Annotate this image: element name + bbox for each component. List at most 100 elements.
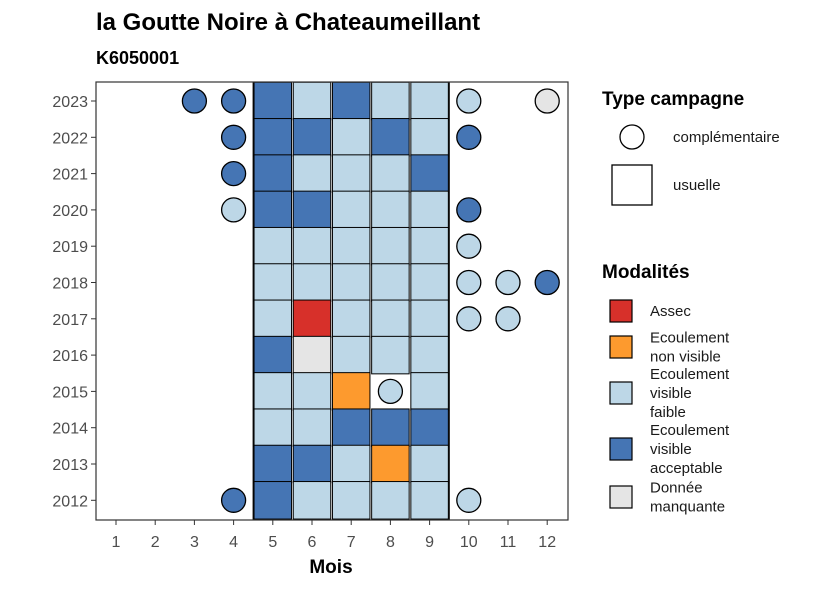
cell-2021-5 <box>253 154 293 193</box>
cell-2019-7 <box>331 226 371 266</box>
x-tick-label: 7 <box>347 534 356 551</box>
point-2021-4 <box>220 160 247 187</box>
cell-2019-6 <box>292 226 332 266</box>
cell-2014-8 <box>371 408 410 447</box>
point-2012-10 <box>456 487 482 513</box>
legend-label-donnee_manquante: manquante <box>650 499 725 516</box>
legend-label-ecoulement_visible_faible: faible <box>650 404 686 421</box>
cell-2014-5 <box>253 408 293 447</box>
y-tick-label: 2021 <box>52 167 88 184</box>
cell-2018-5 <box>253 263 293 302</box>
cell-2019-8 <box>371 226 410 266</box>
legend-label-ecoulement_visible_acceptable: Ecoulement <box>650 422 730 439</box>
cell-2013-6 <box>292 444 332 484</box>
legend-type-title: Type campagne <box>602 89 744 110</box>
legend-key-assec <box>609 299 633 323</box>
x-tick-label: 6 <box>308 534 317 551</box>
cell-2015-7 <box>331 372 371 411</box>
y-tick-label: 2022 <box>52 130 88 147</box>
cell-2014-7 <box>331 408 371 447</box>
cell-2020-6 <box>292 190 332 230</box>
y-tick-label: 2023 <box>52 94 88 111</box>
point-2015-8 <box>377 378 404 405</box>
cell-2012-5 <box>253 481 293 520</box>
plot-border <box>95 81 569 521</box>
legend-key-ecoulement_non_visible <box>609 335 633 359</box>
legend-label-ecoulement_visible_faible: Ecoulement <box>650 366 730 383</box>
legend-modalites-title: Modalités <box>602 262 690 283</box>
cell-2020-8 <box>371 190 410 230</box>
legend-label-ecoulement_non_visible: non visible <box>650 349 721 366</box>
cell-2015-6 <box>292 372 332 411</box>
legend-label-ecoulement_visible_acceptable: acceptable <box>650 460 723 477</box>
y-tick-label: 2012 <box>52 493 88 510</box>
point-2023-4 <box>220 88 247 114</box>
legend-label-ecoulement_non_visible: Ecoulement <box>650 330 730 347</box>
cell-2023-9 <box>410 81 449 121</box>
point-2018-11 <box>495 269 521 296</box>
point-2023-3 <box>181 88 208 114</box>
cell-2021-9 <box>410 154 449 193</box>
x-tick-label: 4 <box>229 534 238 551</box>
cell-2020-5 <box>253 190 293 230</box>
cell-2022-9 <box>410 118 449 157</box>
legend-label-assec: Assec <box>650 303 691 320</box>
y-axis: 2012 2013 2014 2015 2016 2017 2018 2019 2020 2021… <box>52 94 96 510</box>
point-2020-10 <box>456 197 482 223</box>
cell-2016-9 <box>410 335 449 375</box>
legend-key-ecoulement_visible_faible <box>609 381 633 405</box>
cell-2016-6 <box>292 335 332 375</box>
cell-2021-7 <box>331 154 371 193</box>
point-2017-10 <box>456 306 482 332</box>
y-tick-label: 2018 <box>52 276 88 293</box>
y-tick-label: 2015 <box>52 384 88 401</box>
point-2022-10 <box>456 124 482 150</box>
cell-2012-9 <box>410 481 449 520</box>
legend-label-ecoulement_visible_faible: visible <box>650 385 692 402</box>
cell-2019-9 <box>410 226 449 266</box>
cell-2018-9 <box>410 263 449 302</box>
cell-2014-6 <box>292 408 332 447</box>
cell-2023-7 <box>331 81 371 121</box>
cell-2013-5 <box>253 444 293 484</box>
cell-2012-6 <box>292 481 332 520</box>
point-2018-10 <box>456 269 482 296</box>
cell-2020-9 <box>410 190 449 230</box>
point-2012-4 <box>220 487 247 513</box>
cell-2012-7 <box>331 481 371 520</box>
x-tick-label: 2 <box>151 534 160 551</box>
chart-title: la Goutte Noire à Chateaumeillant <box>96 9 480 36</box>
legend-label-ecoulement_visible_acceptable: visible <box>650 441 692 458</box>
cell-2017-5 <box>253 299 293 339</box>
cell-2023-6 <box>292 81 332 121</box>
cell-2022-5 <box>253 118 293 157</box>
cell-2020-7 <box>331 190 371 230</box>
cell-2016-5 <box>253 335 293 375</box>
cell-2014-9 <box>410 408 449 447</box>
x-tick-label: 12 <box>538 534 556 551</box>
point-2018-12 <box>534 269 560 296</box>
cell-2016-7 <box>331 335 371 375</box>
cell-2018-7 <box>331 263 371 302</box>
x-axis: 1 2 3 4 5 6 7 8 9 10 11 12 <box>112 520 556 551</box>
cell-2016-8 <box>371 335 410 375</box>
cell-2019-5 <box>253 226 293 266</box>
x-tick-label: 10 <box>460 534 478 551</box>
point-2023-12 <box>534 88 560 114</box>
legend-label-usuelle: usuelle <box>673 177 721 194</box>
y-tick-label: 2019 <box>52 239 88 256</box>
chart-subtitle: K6050001 <box>96 48 179 68</box>
x-tick-label: 3 <box>190 534 199 551</box>
point-2023-10 <box>456 88 482 114</box>
point-2022-4 <box>220 124 247 150</box>
cell-2017-8 <box>371 299 410 339</box>
legend-key-ecoulement_visible_acceptable <box>609 437 633 461</box>
x-tick-label: 8 <box>386 534 395 551</box>
y-tick-label: 2020 <box>52 203 88 220</box>
x-tick-label: 1 <box>112 534 121 551</box>
cell-2015-9 <box>410 372 449 411</box>
cell-2022-8 <box>371 118 410 157</box>
legend-key-donnee_manquante <box>609 485 633 509</box>
